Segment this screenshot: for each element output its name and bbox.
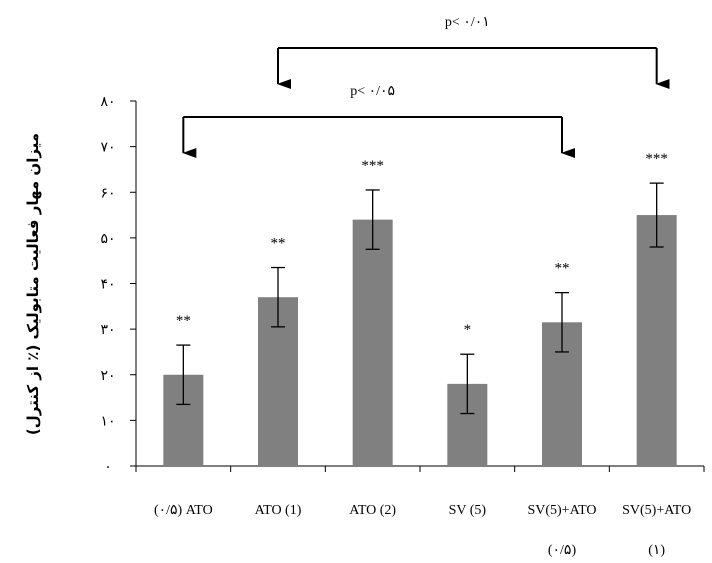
y-tick-label: ۶۰ — [100, 186, 115, 201]
y-tick-label: ۰ — [104, 460, 112, 475]
category-label: (۱) — [648, 543, 665, 558]
y-tick-label: ۲۰ — [100, 369, 115, 384]
y-tick-label: ۸۰ — [100, 95, 115, 110]
significance-mark: * — [464, 322, 472, 338]
category-label: SV (5) — [449, 503, 487, 518]
category-label: (۰/۵) ATO — [154, 503, 213, 518]
y-axis-label: میزان مهار فعالیت متابولیک (٪ از کنترل) — [24, 133, 42, 435]
comparison-bracket — [182, 116, 575, 158]
significance-mark: ** — [555, 261, 570, 277]
y-tick-label: ۱۰ — [100, 414, 115, 429]
significance-mark: ** — [271, 236, 286, 252]
axes — [130, 100, 705, 472]
bars — [163, 47, 677, 466]
y-tick-label: ۴۰ — [100, 278, 115, 293]
y-tick-label: ۵۰ — [100, 232, 115, 247]
y-tick-label: ۷۰ — [100, 141, 115, 156]
significance-mark: ** — [176, 313, 191, 329]
category-label: SV(5)+ATO — [622, 503, 691, 518]
bar — [636, 215, 677, 466]
significance-mark: *** — [645, 151, 668, 167]
p-value-label: p< ۰/۰۱ — [445, 15, 490, 30]
category-label: ATO (1) — [255, 503, 302, 518]
significance-mark: *** — [361, 158, 384, 174]
p-value-label: p< ۰/۰۵ — [350, 84, 395, 99]
category-label: ATO (2) — [349, 503, 396, 518]
bar — [352, 219, 393, 466]
category-label: SV(5)+ATO — [527, 503, 596, 518]
comparison-bracket — [277, 47, 670, 89]
category-label: (۰/۵) — [548, 543, 577, 558]
y-tick-label: ۳۰ — [100, 323, 115, 338]
